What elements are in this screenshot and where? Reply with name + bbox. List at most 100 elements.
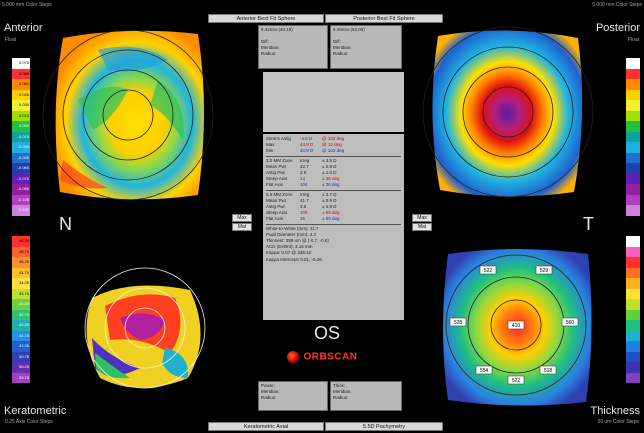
- stat-value: 106: [300, 210, 308, 216]
- stat-extra: @ 102 deg: [322, 136, 345, 141]
- stat-label: Mean Pwr: [266, 197, 287, 203]
- right-mat-button[interactable]: Mat: [412, 223, 432, 231]
- stat-label: Min: [266, 148, 274, 154]
- thickness-title: Thickness: [590, 405, 640, 417]
- posterior-scale-step: [626, 131, 640, 142]
- posterior-scale-step: [626, 152, 640, 163]
- temporal-label: T: [583, 214, 594, 234]
- stat-value: 14: [300, 176, 306, 182]
- stat-misc-line: Kappa Intercept: 0.01, -0.36: [266, 256, 322, 262]
- stat-label: Astig Pwr: [266, 204, 286, 210]
- keratometric-scale-step: 39.75: [12, 372, 30, 383]
- right-max-button[interactable]: Max: [412, 214, 432, 222]
- stat-value: 16: [300, 216, 306, 222]
- left-scale-caption: 5.000 mm Color Steps: [2, 2, 52, 8]
- stat-value: 41.7: [300, 197, 309, 203]
- stat-value: Irreg: [300, 157, 310, 163]
- left-mat-button[interactable]: Mat: [232, 223, 252, 231]
- stat-extra: ± 1.0 D: [322, 170, 337, 176]
- stat-label: Astig Pwr: [266, 170, 286, 176]
- posterior-bfs-line: Meridian:: [333, 45, 352, 50]
- anterior-scale-step: -0.075: [12, 173, 30, 184]
- stat-extra: ± 0.9 D: [322, 163, 337, 169]
- posterior-bfs-line: Diff:: [333, 39, 341, 44]
- stat-row: Flat Axis 16 ± 59 deg: [266, 216, 401, 222]
- anterior-bfs-line: Meridian:: [261, 45, 280, 50]
- anterior-bfs-header[interactable]: Anterior Best Fit Sphere: [208, 14, 324, 23]
- anterior-scale-step: 0.075: [12, 58, 30, 69]
- stat-value: 40.9 D: [300, 148, 314, 154]
- anterior-bfs-line: 8.42mm (40.10): [261, 27, 293, 32]
- keratometric-title: Keratometric: [4, 405, 67, 417]
- thickness-scale-step: [626, 257, 640, 268]
- posterior-scale-step: [626, 79, 640, 90]
- thickness-point-value: 410: [512, 323, 521, 329]
- thickness-color-scale: [626, 236, 640, 383]
- keratometric-readout-box: Power: Meridian: Radius:: [258, 381, 328, 411]
- anterior-color-scale: 0.075 0.069 0.060 0.045 0.030 0.015 0.000 -0.01…: [12, 58, 30, 216]
- stat-value: 42.7: [300, 163, 309, 169]
- thickness-scale-step: [626, 341, 640, 352]
- keratometric-scale-step: 44.75: [12, 267, 30, 278]
- thickness-point-value: 554: [480, 368, 489, 374]
- stat-row: SimK's Astig -4.5 D @ 102 deg: [266, 136, 401, 142]
- thickness-point-value: 560: [566, 320, 575, 326]
- anterior-scale-step: -0.120: [12, 205, 30, 216]
- stat-row: Steep Axis 106 ± 59 deg: [266, 210, 401, 216]
- thickness-point-box: [535, 265, 553, 275]
- thickness-point-box: [561, 317, 579, 327]
- thickness-scale-step: [626, 299, 640, 310]
- posterior-float-map[interactable]: [416, 20, 596, 205]
- keratometric-scale-step: 45.25: [12, 257, 30, 268]
- thickness-scale-step: [626, 288, 640, 299]
- right-scale-caption: 5.000 mm Color Steps: [592, 2, 642, 8]
- anterior-float-map[interactable]: [38, 20, 218, 205]
- stat-extra: @ 102 deg: [322, 148, 345, 154]
- stat-extra: ± 59 deg: [322, 210, 340, 216]
- brand-logo: ORBSCAN: [287, 348, 377, 363]
- brand-name: ORBSCAN: [303, 351, 358, 363]
- thickness-scale-step: [626, 236, 640, 247]
- keratometric-readout-line: Radius:: [261, 395, 277, 400]
- stat-row: Min 40.9 D @ 102 deg: [266, 148, 401, 154]
- stat-row: 3.0 MM Zone Irreg ± 3.5 D: [266, 158, 401, 164]
- stat-value: 3.8: [300, 204, 307, 210]
- stat-extra: ± 59 deg: [322, 216, 340, 222]
- thickness-point-box: [479, 265, 497, 275]
- thickness-scale-step: [626, 278, 640, 289]
- stat-misc-line: Kappa: 0.07 @ 339.10: [266, 250, 312, 256]
- posterior-scale-step: [626, 184, 640, 195]
- keratometric-color-scale: 46.25 45.75 45.25 44.75 44.25 43.75 43.25 42.75…: [12, 236, 30, 383]
- left-max-button[interactable]: Max: [232, 214, 252, 222]
- stat-extra: ± 3.7 D: [322, 191, 337, 197]
- keratometric-scale-step: 42.75: [12, 309, 30, 320]
- keratometric-footer[interactable]: Keratometric Axial: [208, 422, 324, 431]
- keratometric-scale-step: 41.25: [12, 341, 30, 352]
- keratometric-scale-step: 41.75: [12, 330, 30, 341]
- keratometric-map[interactable]: [70, 228, 220, 398]
- eye-label: OS: [314, 323, 341, 343]
- pachymetry-footer[interactable]: 5.5D Pachymetry: [325, 422, 443, 431]
- keratometric-scale-step: 42.25: [12, 320, 30, 331]
- stat-row: Steep Axis 14 ± 36 deg: [266, 176, 401, 182]
- stat-row: Astig Pwr 3.8 ± 0.8 D: [266, 204, 401, 210]
- stat-label: 5.0 MM Zone: [266, 191, 293, 197]
- posterior-bfs-header[interactable]: Posterior Best Fit Sphere: [325, 14, 443, 23]
- stat-value: -4.5 D: [300, 136, 313, 141]
- posterior-scale-step: [626, 173, 640, 184]
- anterior-scale-step: 0.015: [12, 110, 30, 121]
- stat-row: Flat Axis 104 ± 36 deg: [266, 182, 401, 188]
- posterior-scale-step: [626, 110, 640, 121]
- anterior-scale-step: -0.090: [12, 184, 30, 195]
- anterior-scale-step: -0.105: [12, 194, 30, 205]
- thickness-map[interactable]: 522 529 528 410 560 554 518 522: [436, 240, 596, 410]
- keratometric-scale-step: 46.25: [12, 236, 30, 247]
- keratometric-scale-step: 40.75: [12, 351, 30, 362]
- thickness-scale-step: [626, 309, 640, 320]
- stat-misc-line: White-to-White (mm): 11.7: [266, 225, 319, 231]
- thickness-point-value: 522: [512, 378, 521, 384]
- keratometric-readout-line: Power:: [261, 383, 276, 388]
- stat-value: 2.6: [300, 170, 307, 176]
- thickness-readout-box: Thick: Meridian: Radius:: [330, 381, 402, 411]
- stat-label: Steep Axis: [266, 176, 288, 182]
